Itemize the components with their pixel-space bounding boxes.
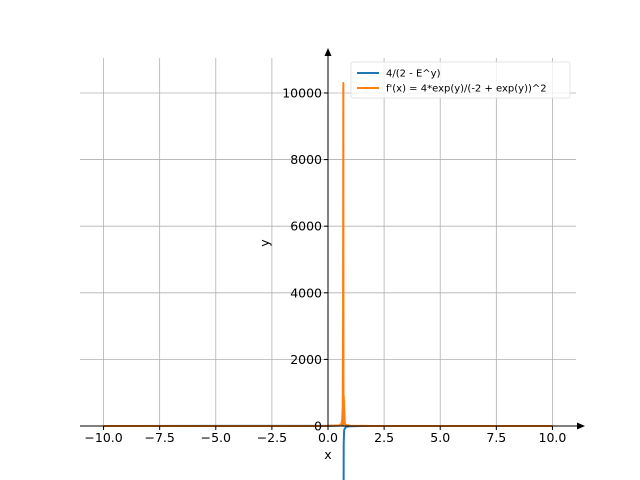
x-ticks: −10.0 −7.5 −5.0 −2.5 0.0 2.5 5.0 7.5 10.0: [84, 426, 566, 445]
x-axis-arrow: [577, 422, 585, 430]
x-tick-label: 5.0: [430, 430, 450, 445]
x-tick-label: 0.0: [318, 430, 338, 445]
y-ticks: 0 2000 4000 6000 8000 10000: [282, 85, 328, 434]
y-tick-label: 2000: [290, 352, 322, 367]
y-axis-arrow: [324, 48, 332, 56]
y-tick-label: 4000: [290, 285, 322, 300]
x-tick-label: 7.5: [486, 430, 506, 445]
axes: [80, 48, 585, 430]
legend: 4/(2 - E^y) f'(x) = 4*exp(y)/(-2 + exp(y)…: [350, 61, 571, 99]
x-tick-label: 10.0: [539, 430, 567, 445]
x-axis-label: x: [324, 447, 331, 462]
x-tick-label: −10.0: [84, 430, 122, 445]
x-tick-label: 2.5: [374, 430, 394, 445]
x-tick-label: −2.5: [257, 430, 287, 445]
x-tick-label: −5.0: [201, 430, 231, 445]
legend-box: [350, 61, 571, 99]
legend-label-2: f'(x) = 4*exp(y)/(-2 + exp(y))^2: [386, 84, 547, 95]
y-tick-label: 0: [314, 419, 322, 434]
y-tick-label: 10000: [282, 85, 322, 100]
y-axis-label: y: [257, 239, 272, 247]
y-tick-label: 6000: [290, 219, 322, 234]
legend-label-1: 4/(2 - E^y): [386, 69, 441, 80]
y-tick-label: 8000: [290, 152, 322, 167]
x-tick-label: −7.5: [144, 430, 174, 445]
